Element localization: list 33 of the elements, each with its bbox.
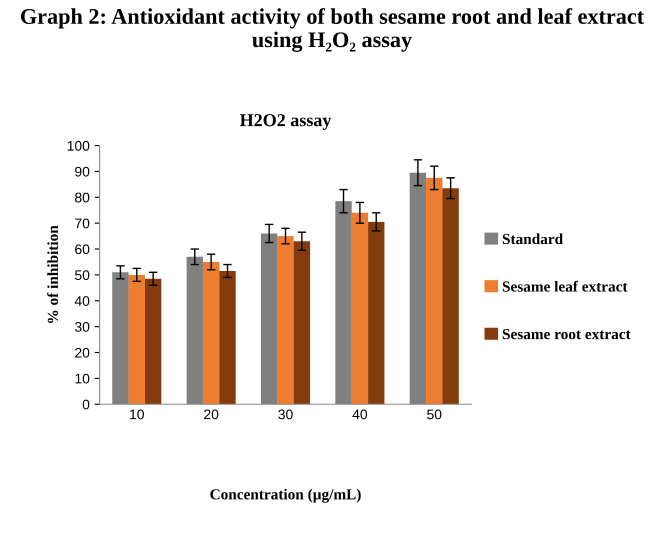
y-axis-title: % of inhibition [47, 225, 58, 323]
legend-label: Sesame leaf extract [502, 280, 628, 292]
y-tick-label: 50 [74, 270, 90, 280]
bar [219, 271, 236, 404]
bar [352, 212, 368, 404]
y-tick-label: 10 [75, 374, 90, 384]
legend-label: Sesame root extract [502, 328, 631, 340]
bar [426, 178, 442, 404]
bar [277, 236, 294, 404]
y-tick-label: 80 [75, 192, 90, 202]
x-tick-label: 10 [130, 409, 144, 420]
bar [442, 188, 459, 404]
y-tick-label: 90 [75, 166, 90, 177]
x-tick-label: 30 [278, 409, 293, 420]
y-tick-label: 100 [68, 140, 90, 151]
y-tick-label: 20 [75, 348, 90, 358]
bar [368, 222, 384, 404]
bar [128, 274, 145, 404]
chart-subtitle: H2O2 assay [240, 114, 332, 130]
x-tick-label: 40 [352, 409, 368, 420]
x-tick-label: 50 [427, 409, 442, 420]
bar [294, 241, 310, 404]
bar [202, 262, 220, 404]
bar [144, 278, 162, 404]
x-tick-label: 20 [204, 409, 218, 420]
y-tick-label: 40 [74, 296, 90, 306]
x-axis-title: Concentration (µg/mL) [210, 488, 361, 503]
y-tick-label: 0 [82, 400, 90, 410]
y-tick-label: 30 [74, 322, 90, 332]
y-tick-label: 60 [75, 244, 90, 254]
y-tick-label: 70 [75, 218, 90, 228]
legend-label: Standard [502, 233, 563, 244]
chart-title: Graph 2: Antioxidant activity of both sesame root and leaf extract using H₂O₂ assay [20, 8, 644, 52]
